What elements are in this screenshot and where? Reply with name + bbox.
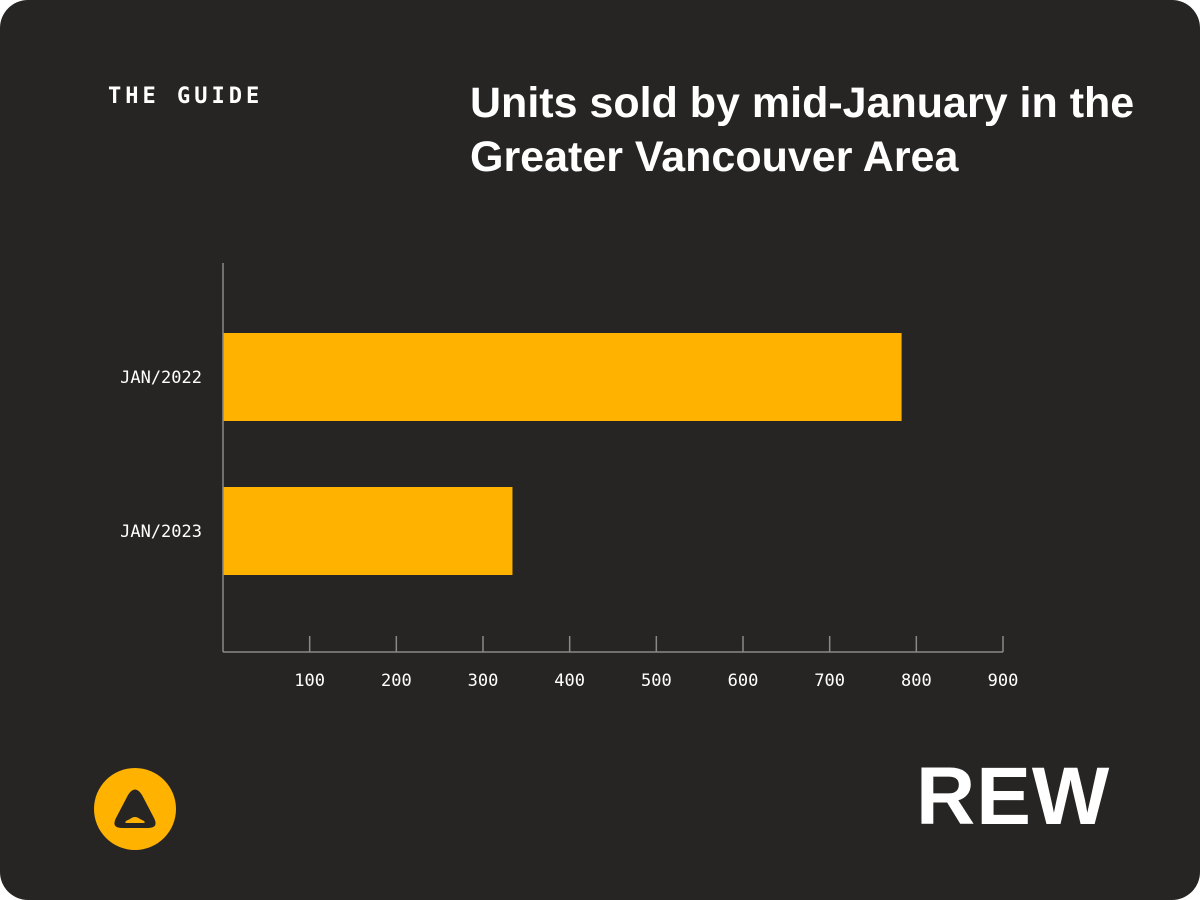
x-tick-label-400: 400 [554, 671, 585, 691]
bar-chart: 100 200 300 400 500 600 700 800 900 JAN/2022 JAN/2… [120, 263, 1019, 691]
x-tick-label-600: 600 [728, 671, 759, 691]
x-tick-label-900: 900 [988, 671, 1019, 691]
brand-wordmark: REW [916, 751, 1111, 842]
x-tick-label-200: 200 [381, 671, 412, 691]
x-tick-label-500: 500 [641, 671, 672, 691]
eyebrow-label: THE GUIDE [108, 84, 264, 109]
rounded-triangle-icon [94, 768, 176, 850]
chart-title: Units sold by mid-January in the Greater… [470, 79, 1135, 181]
bar-jan-2022 [223, 333, 902, 421]
bar-jan-2023 [223, 487, 513, 575]
x-tick-label-800: 800 [901, 671, 932, 691]
x-tick-label-100: 100 [294, 671, 325, 691]
x-tick-label-700: 700 [814, 671, 845, 691]
category-label-jan-2022: JAN/2022 [120, 368, 202, 388]
category-label-jan-2023: JAN/2023 [120, 522, 202, 542]
x-tick-label-300: 300 [468, 671, 499, 691]
